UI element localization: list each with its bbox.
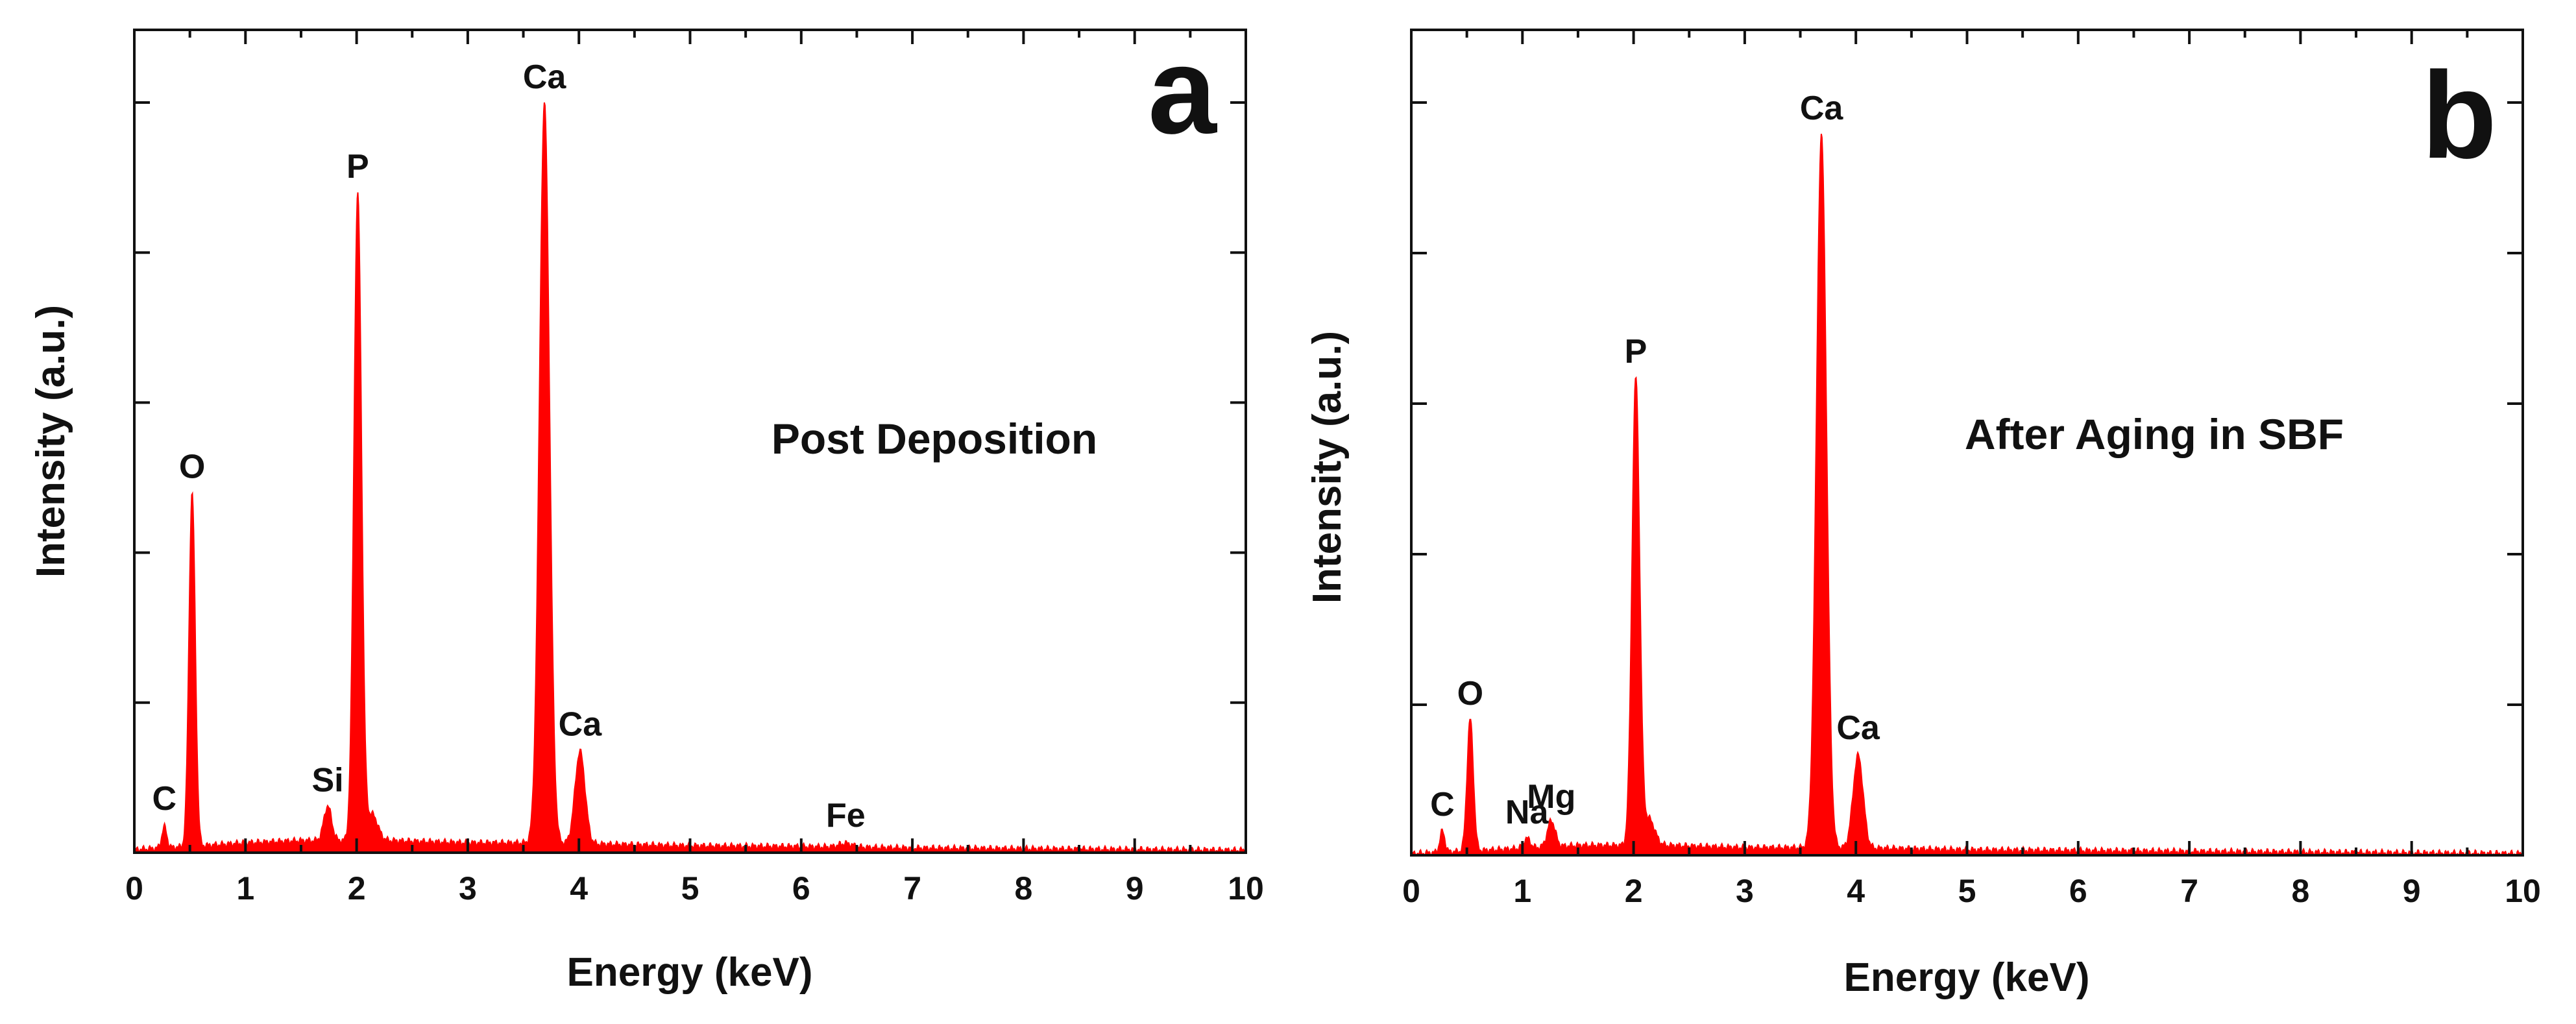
panel-b-letter: b [2422,47,2497,184]
panel-a-peak-label: Fe [826,797,866,835]
panel-a-peak-labels: C O Si P Ca Ca Fe [152,58,865,835]
panel-b-x-tick-label: 8 [2291,873,2309,909]
panel-a-peak-label: Ca [559,705,603,743]
panel-b-x-tick-label: 0 [1402,873,1420,909]
panel-a-peak-label: C [152,780,176,818]
panel-a-x-tick-labels: 0 1 2 3 4 5 6 7 8 9 10 [125,870,1264,907]
panel-a-x-tick-label: 1 [236,870,254,907]
panel-a-x-tick-label: 4 [570,870,588,907]
panel-b-x-tick-label: 2 [1625,873,1643,909]
panel-a-letter: a [1148,22,1217,160]
panel-b-y-axis-title: Intensity (a.u.) [1305,331,1350,603]
panel-b-x-tick-label: 3 [1736,873,1754,909]
panel-b-peak-label: O [1457,675,1483,713]
panel-a-peak-label: Si [311,762,343,799]
panel-b-x-tick-label: 9 [2403,873,2421,909]
panel-b-x-tick-label: 4 [1847,873,1865,909]
panel-b-peak-label: Na [1505,794,1549,831]
panel-a-x-tick-label: 5 [681,870,699,907]
panel-b-x-tick-label: 10 [2505,873,2541,909]
panel-a-x-tick-label: 9 [1126,870,1144,907]
panel-a-x-tick-label: 8 [1014,870,1032,907]
panel-a-y-axis-title: Intensity (a.u.) [29,305,73,578]
panel-b-x-axis-title: Energy (keV) [1843,955,2089,1000]
panel-a: 0 1 2 3 4 5 6 7 8 9 10 C O Si P Ca Ca Fe a Post Depositi… [29,22,1264,995]
panel-b-x-tick-label: 5 [1958,873,1976,909]
panel-a-x-tick-label: 0 [125,870,143,907]
panel-a-spectrum [134,102,1246,855]
panel-a-ticks [133,30,1247,853]
panel-b-peak-label: P [1625,333,1647,371]
panel-a-x-tick-label: 6 [792,870,810,907]
panel-a-x-tick-label: 7 [903,870,921,907]
panel-b-ticks [1410,30,2524,855]
panel-b-x-tick-labels: 0 1 2 3 4 5 6 7 8 9 10 [1402,873,2541,909]
panel-a-peak-label: O [179,448,205,486]
panel-b-peak-label: Ca [1800,90,1844,127]
panel-b-plot-area [1411,134,2523,857]
panel-b-peak-label: C [1430,786,1455,823]
panel-a-plot-area [134,102,1246,855]
panel-a-x-axis-title: Energy (keV) [566,950,812,995]
panel-b-spectrum [1411,134,2523,857]
panel-b-peak-label: Ca [1836,709,1880,747]
panel-b-x-tick-label: 1 [1513,873,1531,909]
panel-b-x-tick-label: 6 [2069,873,2087,909]
panel-b-annotation: After Aging in SBF [1965,410,2344,458]
panel-a-x-tick-label: 10 [1228,870,1264,907]
panel-a-peak-label: P [346,148,369,186]
panel-a-annotation: Post Deposition [772,415,1097,463]
panel-a-peak-label: Ca [523,58,567,96]
panel-a-x-tick-label: 2 [348,870,366,907]
panel-a-x-tick-label: 3 [459,870,477,907]
panel-b-x-tick-label: 7 [2180,873,2198,909]
panel-b-peak-label: Mg [1527,778,1575,816]
